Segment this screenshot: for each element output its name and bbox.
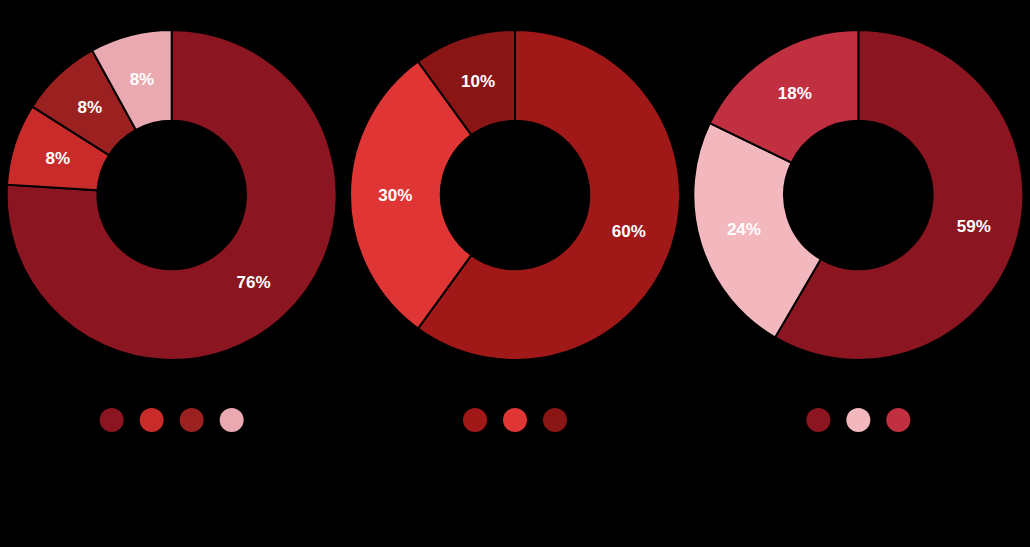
data-label: 59%: [957, 217, 991, 236]
legend-swatch: [100, 408, 124, 432]
data-label: 76%: [237, 273, 271, 292]
data-label: 8%: [46, 149, 71, 168]
legend-swatch: [806, 408, 830, 432]
donut-chart: 60% 30% 10%: [350, 30, 680, 360]
data-label: 60%: [612, 222, 646, 241]
legend-swatch: [846, 408, 870, 432]
legend: [806, 408, 910, 432]
legend-swatch: [543, 408, 567, 432]
donut-slice: [418, 30, 680, 360]
legend: [463, 408, 567, 432]
background: [0, 0, 1030, 547]
data-label: 30%: [378, 186, 412, 205]
data-label: 10%: [461, 72, 495, 91]
donut-chart: 59% 24% 18%: [693, 30, 1023, 360]
data-label: 8%: [77, 98, 102, 117]
data-label: 24%: [727, 220, 761, 239]
donut-chart: 76% 8% 8% 8%: [7, 30, 337, 360]
slices: [7, 30, 337, 360]
data-labels: 76% 8% 8% 8%: [46, 70, 271, 292]
chart-root: 76% 8% 8% 8% 60% 30% 10% 59% 24% 18%: [0, 0, 1030, 547]
donut-slice: [92, 30, 171, 130]
legend-swatch: [886, 408, 910, 432]
legend-swatch: [180, 408, 204, 432]
legend-swatch: [503, 408, 527, 432]
data-labels: 60% 30% 10%: [378, 72, 645, 242]
legend: [100, 408, 244, 432]
donut-slice: [418, 30, 515, 135]
slices: [350, 30, 680, 360]
legend-swatch: [140, 408, 164, 432]
slices: [693, 30, 1023, 360]
data-label: 18%: [778, 84, 812, 103]
data-label: 8%: [130, 70, 155, 89]
donut-slice: [7, 30, 337, 360]
legend-swatch: [220, 408, 244, 432]
legend-swatch: [463, 408, 487, 432]
donut-slice: [693, 123, 821, 337]
data-labels: 59% 24% 18%: [727, 84, 991, 239]
donut-slice: [710, 30, 859, 163]
